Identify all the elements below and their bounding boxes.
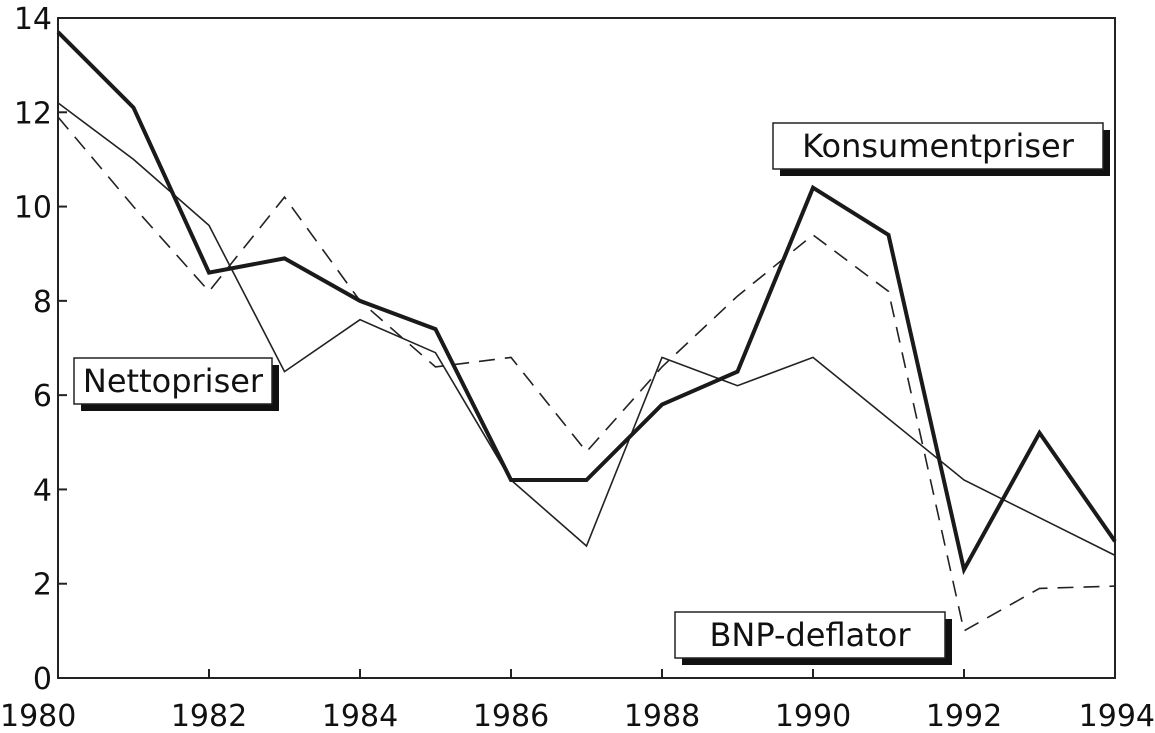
y-tick-label: 6 bbox=[33, 379, 52, 414]
x-tick-label: 1990 bbox=[775, 699, 851, 733]
series-label-nettopriser: Nettopriser bbox=[83, 362, 264, 400]
x-tick-label: 1982 bbox=[171, 699, 247, 733]
label-frame bbox=[772, 122, 1104, 170]
y-tick-label: 12 bbox=[14, 96, 52, 131]
y-tick-label: 4 bbox=[33, 473, 52, 508]
label-box-nettopriser: Nettopriser bbox=[73, 357, 279, 411]
series-lines bbox=[56, 30, 1117, 633]
label-frame bbox=[674, 611, 946, 659]
y-tick-label: 10 bbox=[14, 191, 52, 226]
y-tick-label: 8 bbox=[33, 285, 52, 320]
y-tick-label: 14 bbox=[14, 2, 52, 37]
x-tick-label: 1994 bbox=[1079, 699, 1155, 733]
series-label-bnp-deflator: BNP-deflator bbox=[709, 616, 911, 654]
label-box-konsumentpriser: Konsumentpriser bbox=[772, 122, 1110, 176]
label-frame bbox=[73, 357, 273, 405]
x-tick-label: 1986 bbox=[473, 699, 549, 733]
series-labels: Konsumentpriser Nettopriser BNP-deflator bbox=[73, 122, 1110, 665]
plot-area bbox=[57, 17, 1116, 679]
label-box-bnp-deflator: BNP-deflator bbox=[674, 611, 952, 665]
x-tick-label: 1980 bbox=[0, 699, 76, 733]
plot-frame bbox=[57, 17, 1116, 679]
series-line-konsumentpriser bbox=[56, 30, 1117, 576]
x-tick-label: 1992 bbox=[926, 699, 1002, 733]
series-label-konsumentpriser: Konsumentpriser bbox=[802, 127, 1075, 165]
y-tick-label: 0 bbox=[33, 662, 52, 697]
x-tick-label: 1984 bbox=[322, 699, 398, 733]
y-tick-label: 2 bbox=[33, 568, 52, 603]
series-line-bnp-deflator bbox=[57, 116, 1116, 633]
x-tick-label: 1988 bbox=[624, 699, 700, 733]
